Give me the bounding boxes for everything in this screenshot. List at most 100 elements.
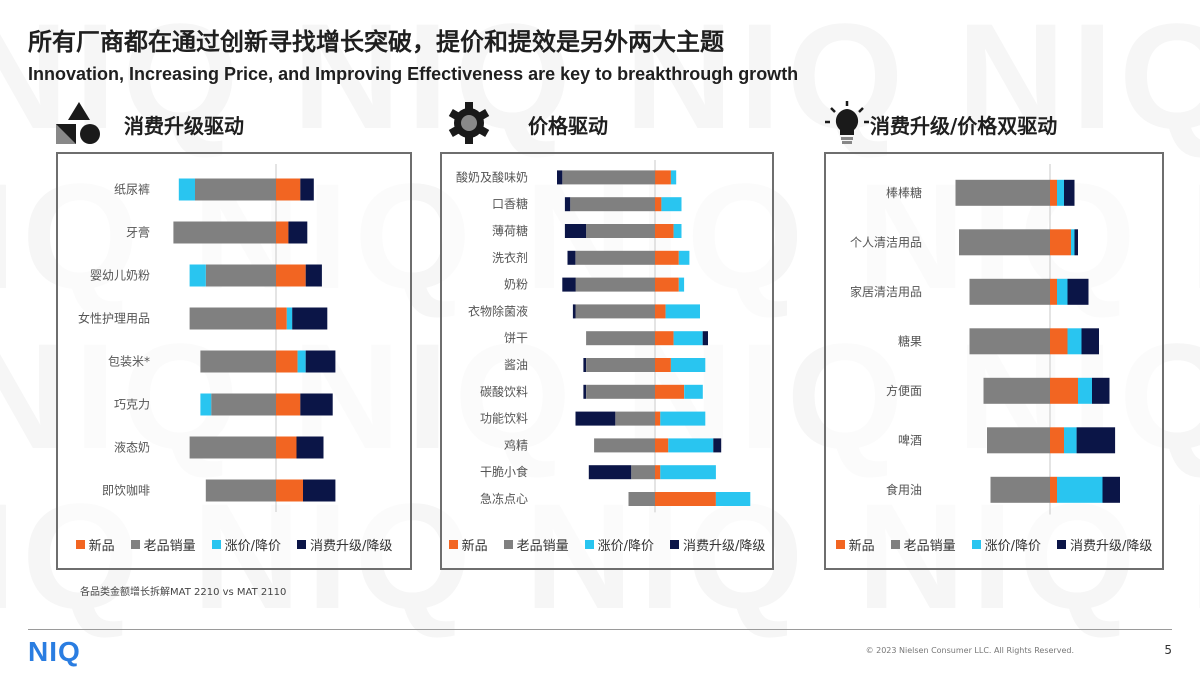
bar-segment-upgrade (288, 221, 308, 244)
legend-item-new: 新品 (835, 535, 875, 554)
bar-segment-new (276, 307, 287, 330)
category-label: 方便面 (886, 383, 922, 398)
panel-header-dual: 消费升级/价格双驱动 (822, 100, 1182, 146)
copyright-text: © 2023 Nielsen Consumer LLC. All Rights … (865, 646, 1074, 655)
legend-item-upgrade: 消费升级/降级 (1057, 535, 1152, 554)
bar-segment-new (1050, 278, 1057, 305)
bar-segment-price (715, 492, 751, 506)
legend-label: 消费升级/降级 (683, 539, 766, 554)
legend-swatch-upgrade (297, 540, 307, 549)
legend-swatch-price (584, 540, 594, 549)
bar-segment-new (655, 277, 679, 292)
bar-segment-old (189, 436, 276, 459)
category-label: 家居清洁用品 (850, 284, 922, 299)
category-label: 口香糖 (492, 196, 528, 211)
bar-segment-old (189, 307, 276, 330)
bar-segment-new (655, 438, 669, 453)
bar-segment-new (655, 492, 716, 506)
bar-segment-old (205, 479, 276, 502)
category-label: 急冻点心 (480, 491, 528, 506)
legend-swatch-old (503, 540, 513, 549)
bar-segment-new (655, 465, 661, 480)
bar-segment-price (673, 224, 682, 238)
bar-segment-old (205, 264, 276, 287)
bar-segment-price (668, 438, 714, 453)
bar-segment-new (655, 197, 662, 212)
category-label: 饼干 (504, 331, 528, 345)
legend-label: 涨价/降价 (597, 539, 655, 554)
bar-segment-new (1050, 377, 1078, 404)
category-label: 纸尿裤 (114, 183, 150, 197)
bar-segment-upgrade (564, 224, 587, 238)
category-label: 食用油 (886, 482, 922, 497)
legend-swatch-price (211, 540, 221, 549)
bar-segment-old (990, 476, 1050, 503)
legend-swatch-new (75, 540, 85, 549)
bar-segment-old (575, 304, 655, 319)
category-label: 鸡精 (504, 437, 528, 452)
bar-segment-old (586, 384, 655, 399)
bar-segment-new (1050, 179, 1057, 206)
legend-label: 老品销量 (516, 539, 569, 554)
category-label: 功能饮料 (480, 412, 528, 426)
panel-title: 价格驱动 (528, 114, 608, 138)
bar-segment-old (586, 331, 655, 346)
panel-title: 消费升级驱动 (124, 114, 244, 138)
bar-segment-old (570, 197, 655, 212)
bar-segment-new (1050, 229, 1071, 256)
bar-segment-upgrade (702, 331, 708, 346)
legend-swatch-upgrade (670, 540, 680, 549)
bar-segment-price (661, 197, 682, 212)
bar-segment-upgrade (300, 393, 333, 416)
bar-segment-old (969, 328, 1050, 355)
bar-segment-old (594, 438, 655, 453)
bar-segment-new (276, 436, 297, 459)
bar-segment-price (660, 465, 716, 480)
category-label: 即饮咖啡 (102, 483, 150, 498)
panel-header-price: 价格驱动 (444, 100, 784, 146)
bar-segment-new (655, 331, 674, 346)
bar-segment-new (655, 411, 661, 426)
bar-segment-old (195, 178, 276, 201)
bar-segment-price (1057, 179, 1064, 206)
category-label: 酱油 (504, 357, 528, 372)
bar-segment-old (969, 278, 1050, 305)
legend-item-price: 涨价/降价 (584, 535, 655, 554)
bar-segment-upgrade (583, 384, 586, 399)
bar-segment-price (189, 264, 206, 287)
bar-segment-upgrade (1076, 427, 1116, 454)
bar-segment-price (1071, 229, 1075, 256)
chart-panel-price: 酸奶及酸味奶 口香糖 薄荷糖 洗衣剂 奶粉 衣物除菌液 饼干 酱油 碳酸饮料 功能饮料 鸡精 干脆小食… (440, 152, 774, 570)
legend-item-old: 老品销量 (503, 535, 569, 554)
bar-segment-old (586, 358, 655, 372)
page-number: 5 (1164, 643, 1172, 657)
legend-swatch-new (835, 540, 845, 549)
bar-segment-new (276, 221, 289, 244)
bar-segment-price (665, 304, 700, 319)
legend-swatch-old (130, 540, 140, 549)
chart-panel-consumer-upgrade: 纸尿裤 牙膏 婴幼儿奶粉 女性护理用品 包装米* 巧克力 液态奶 即饮咖啡 新品 老品销量 涨… (56, 152, 412, 570)
bar-segment-new (276, 264, 306, 287)
bar-segment-new (655, 250, 679, 265)
bar-segment-upgrade (567, 250, 576, 265)
bar-segment-old (955, 179, 1050, 206)
legend-swatch-new (448, 540, 458, 549)
category-label: 包装米* (108, 355, 150, 369)
bar-segment-old (562, 170, 656, 185)
bar-segment-old (173, 221, 276, 244)
bar-segment-upgrade (305, 264, 322, 287)
bar-segment-new (276, 178, 301, 201)
bar-segment-new (1050, 427, 1064, 454)
legend-label: 消费升级/降级 (310, 539, 393, 554)
bar-segment-upgrade (303, 479, 336, 502)
category-label: 女性护理用品 (78, 311, 150, 326)
legend-label: 消费升级/降级 (1070, 539, 1153, 554)
bar-segment-new (1050, 328, 1068, 355)
bar-segment-upgrade (713, 438, 722, 453)
bar-segment-price (1067, 328, 1082, 355)
bar-segment-upgrade (1081, 328, 1099, 355)
bar-segment-price (670, 358, 706, 372)
bar-segment-upgrade (300, 178, 314, 201)
bar-segment-new (276, 350, 298, 373)
